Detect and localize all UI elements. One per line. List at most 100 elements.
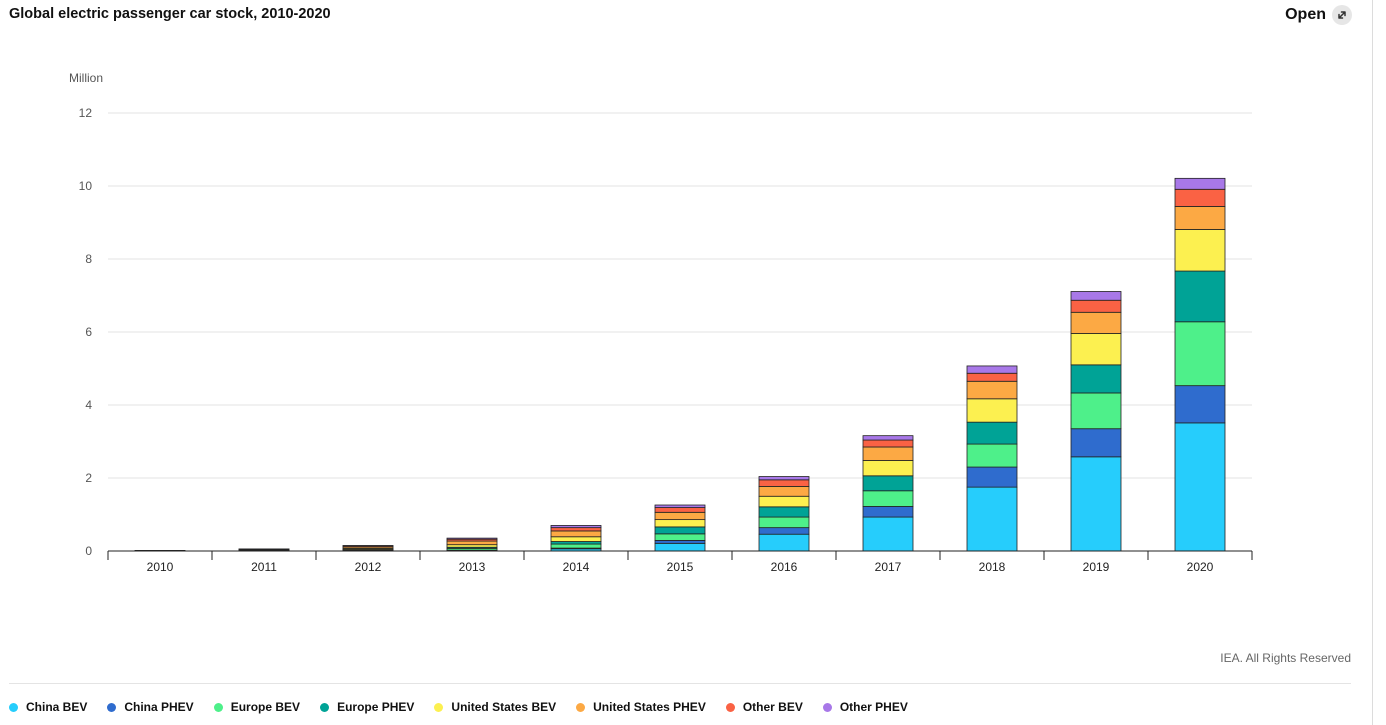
legend-item[interactable]: China PHEV — [107, 700, 194, 714]
bar-segment — [1070, 333, 1122, 366]
bar-segment — [654, 519, 706, 528]
legend-item[interactable]: Europe PHEV — [320, 700, 414, 714]
bar-segment — [1070, 428, 1122, 458]
scrollbar-track — [1372, 0, 1373, 725]
bar-segment — [758, 527, 810, 535]
x-tick-label: 2012 — [355, 560, 382, 574]
legend-item[interactable]: United States BEV — [434, 700, 556, 714]
bar-segment — [966, 398, 1018, 423]
bar-segment — [966, 466, 1018, 488]
legend: China BEV China PHEV Europe BEV Europe PHEV… — [9, 700, 928, 714]
legend-label: Other BEV — [742, 700, 803, 714]
expand-icon[interactable] — [1332, 5, 1352, 25]
open-button[interactable]: Open — [1285, 5, 1352, 25]
bar-segment — [862, 439, 914, 448]
bar-segment — [1070, 364, 1122, 394]
bar-segment — [550, 536, 602, 542]
bar-segment — [758, 485, 810, 497]
bar-segment — [862, 435, 914, 441]
x-tick-label: 2018 — [979, 560, 1006, 574]
legend-label: Europe BEV — [230, 700, 301, 714]
bar-stack-2020 — [1174, 177, 1226, 552]
bar-stack-2016 — [758, 476, 810, 552]
y-tick-label: 8 — [85, 252, 92, 266]
bar-segment — [1070, 392, 1122, 430]
bar-segment — [654, 526, 706, 535]
bar-stack-2014 — [550, 525, 602, 552]
legend-dot-icon — [822, 702, 832, 712]
bar-segment — [446, 537, 498, 540]
y-tick-label: 4 — [85, 398, 92, 412]
legend-item[interactable]: Europe BEV — [213, 700, 301, 714]
bar-segment — [862, 460, 914, 477]
y-axis-label: Million — [69, 71, 103, 85]
legend-dot-icon — [213, 702, 223, 712]
bar-segment — [966, 443, 1018, 468]
bar-segment — [758, 479, 810, 487]
bar-segment — [862, 490, 914, 507]
x-tick-label: 2013 — [459, 560, 486, 574]
legend-item[interactable]: China BEV — [9, 700, 87, 714]
bar-segment — [1174, 229, 1226, 272]
credit-text: IEA. All Rights Reserved — [1220, 651, 1351, 665]
y-tick-label: 12 — [79, 106, 93, 120]
legend-dot-icon — [576, 702, 586, 712]
bar-segment — [1174, 321, 1226, 387]
x-tick-label: 2016 — [771, 560, 798, 574]
bar-segment — [862, 446, 914, 461]
bar-segment — [1070, 456, 1122, 552]
bar-segment — [966, 421, 1018, 445]
bar-segment — [758, 476, 810, 481]
bar-stack-2015 — [654, 504, 706, 552]
chart-title: Global electric passenger car stock, 201… — [9, 6, 331, 22]
legend-dot-icon — [320, 702, 330, 712]
bar-segment — [1070, 311, 1122, 334]
legend-item[interactable]: Other BEV — [725, 700, 803, 714]
bar-segment — [550, 543, 602, 549]
x-axis: 2010 2011 2012 2013 2014 2015 2016 2017 2018 2019… — [107, 550, 1253, 574]
bar-segment — [1174, 188, 1226, 207]
bar-segment — [758, 533, 810, 552]
x-tick-label: 2010 — [147, 560, 174, 574]
x-tick-label: 2019 — [1083, 560, 1110, 574]
bar-segment — [862, 516, 914, 552]
bar-stack-2019 — [1070, 291, 1122, 552]
bar-segment — [862, 475, 914, 492]
bar-segment — [654, 533, 706, 541]
x-tick-label: 2011 — [251, 560, 277, 574]
legend-dot-icon — [725, 702, 735, 712]
x-tick-label: 2020 — [1187, 560, 1214, 574]
x-tick-label: 2017 — [875, 560, 902, 574]
bar-segment — [446, 540, 498, 546]
bar-segment — [758, 516, 810, 529]
legend-dot-icon — [107, 702, 117, 712]
legend-label: United States BEV — [451, 700, 557, 714]
bar-segment — [654, 511, 706, 521]
gridlines — [108, 112, 1252, 479]
bar-segment — [1070, 299, 1122, 313]
bar-segment — [1174, 206, 1226, 230]
bar-segment — [966, 486, 1018, 552]
y-axis-ticks: 0 2 4 6 8 10 12 — [79, 106, 93, 558]
bar-segment — [758, 506, 810, 518]
bar-segment — [1174, 270, 1226, 323]
y-tick-label: 10 — [79, 179, 93, 193]
bar-segment — [1174, 422, 1226, 552]
legend-item[interactable]: Other PHEV — [822, 700, 908, 714]
legend-dot-icon — [434, 702, 444, 712]
x-tick-label: 2014 — [563, 560, 590, 574]
bar-segment — [654, 540, 706, 544]
legend-label: Europe PHEV — [337, 700, 415, 714]
legend-item[interactable]: United States PHEV — [576, 700, 706, 714]
bar-segment — [550, 525, 602, 529]
bar-segment — [966, 372, 1018, 382]
legend-label: United States PHEV — [593, 700, 706, 714]
legend-divider — [9, 683, 1351, 684]
bar-segment — [862, 506, 914, 518]
bar-segment — [1174, 385, 1226, 424]
bar-segment — [966, 365, 1018, 374]
bar-segment — [654, 507, 706, 513]
bar-stack-2012 — [342, 545, 394, 552]
bar-stack-2017 — [862, 435, 914, 552]
